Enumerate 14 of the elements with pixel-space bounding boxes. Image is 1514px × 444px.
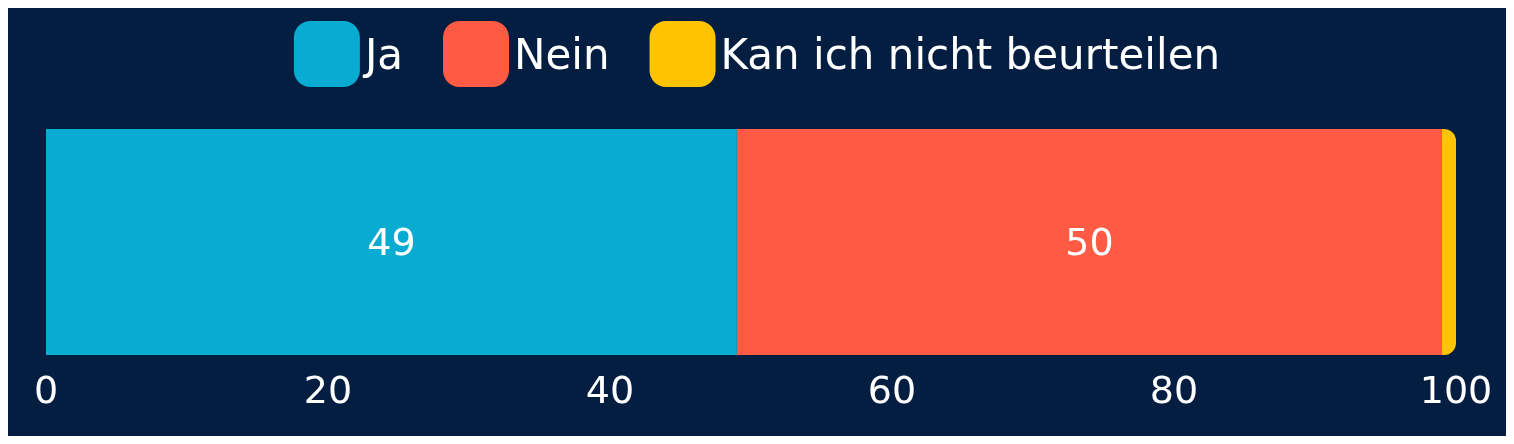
- x-tick-label: 60: [867, 368, 917, 412]
- bar: [46, 128, 737, 356]
- data-label: 50: [1065, 220, 1114, 264]
- bar: [1441, 128, 1456, 356]
- legend-label: Ja: [361, 29, 404, 79]
- data-label: 49: [367, 220, 416, 264]
- legend-label: Kan ich nicht beurteilen: [720, 29, 1221, 79]
- x-tick-label: 80: [1149, 368, 1199, 412]
- bar: [736, 128, 1442, 356]
- legend-label: Nein: [514, 29, 610, 79]
- x-tick-label: 100: [1419, 368, 1493, 412]
- x-tick-label: 20: [303, 368, 353, 412]
- x-tick-label: 40: [585, 368, 635, 412]
- x-tick-label: 0: [33, 368, 59, 412]
